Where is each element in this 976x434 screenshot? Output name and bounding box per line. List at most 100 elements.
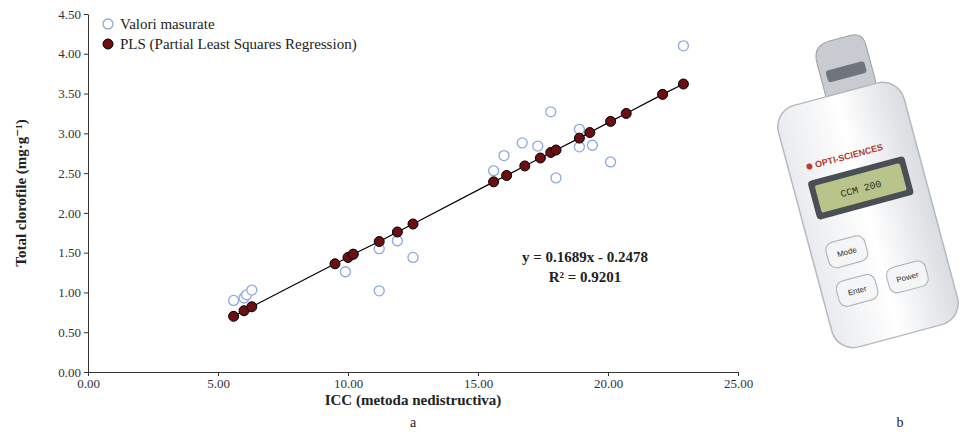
y-tick-label: 0.50 [58, 325, 81, 340]
y-tick-mark [84, 133, 88, 134]
y-tick: 3.50 [58, 86, 88, 101]
legend-label: Valori masurate [120, 16, 215, 32]
legend-marker [103, 39, 113, 49]
chart-figure: 0.00 5.00 10.00 15.00 20.00 25.00 0.00 0.50 1.00… [0, 0, 976, 434]
y-tick: 1.50 [58, 245, 88, 260]
y-tick-label: 1.50 [58, 245, 81, 260]
annotation: R² = 0.9201 [549, 269, 622, 285]
device-screen [815, 163, 907, 213]
y-tick-mark [84, 14, 88, 15]
plot-area [229, 41, 689, 321]
y-tick: 0.00 [58, 365, 88, 380]
point [330, 259, 340, 269]
x-tick: 5.00 [207, 372, 230, 391]
device-button [824, 234, 869, 269]
device-logo [806, 163, 813, 170]
point [535, 153, 545, 163]
x-tick-label: 15.00 [464, 376, 493, 391]
point [489, 177, 499, 187]
y-tick: 3.00 [58, 126, 88, 141]
point [247, 302, 257, 312]
y-tick-mark [84, 54, 88, 55]
point [229, 311, 239, 321]
annotation: y = 0.1689x - 0.2478 [522, 249, 648, 265]
x-tick-label: 10.00 [334, 376, 363, 391]
legend-item: PLS (Partial Least Squares Regression) [103, 36, 357, 53]
point [606, 116, 616, 126]
y-tick-mark [84, 372, 88, 373]
y-tick: 4.00 [58, 46, 88, 61]
device-button [834, 273, 879, 308]
series [229, 79, 689, 321]
device: OPTI-SCIENCESCCM 200ModeEnterPower [759, 26, 963, 352]
y-tick: 2.50 [58, 166, 88, 181]
y-tick-label: 4.50 [58, 7, 81, 22]
point [408, 252, 418, 262]
device-model: CCM 200 [839, 179, 882, 200]
point [348, 249, 358, 259]
point [392, 227, 402, 237]
device-button-label: Enter [847, 284, 868, 298]
y-tick: 1.00 [58, 285, 88, 300]
point [585, 128, 595, 138]
point [489, 166, 499, 176]
y-tick-label: 1.00 [58, 285, 81, 300]
x-tick: 10.00 [334, 372, 363, 391]
y-tick-label: 4.00 [58, 46, 81, 61]
point [408, 219, 418, 229]
panel-label: a [410, 415, 417, 430]
device-button-label: Mode [836, 245, 858, 259]
point [587, 140, 597, 150]
y-tick: 4.50 [58, 7, 88, 22]
x-tick-label: 5.00 [207, 376, 230, 391]
y-tick-mark [84, 94, 88, 95]
point [546, 107, 556, 117]
y-axis-title: Total clorofile (mg·g⁻¹) [13, 119, 30, 266]
point [348, 249, 358, 259]
y-tick: 0.50 [58, 325, 88, 340]
y-tick-mark [84, 173, 88, 174]
point [533, 141, 543, 151]
panel-label: b [897, 415, 904, 430]
y-tick-mark [84, 253, 88, 254]
y-axis: 0.00 0.50 1.00 1.50 2.00 2.50 3.00 3.50 4.00 4.50 [58, 7, 88, 380]
point [621, 108, 631, 118]
x-tick: 25.00 [724, 372, 753, 391]
legend-item: Valori masurate [103, 16, 215, 32]
device-body [773, 77, 963, 352]
legend-marker [103, 19, 113, 29]
point [606, 157, 616, 167]
point [340, 267, 350, 277]
y-tick-mark [84, 292, 88, 293]
point [229, 295, 239, 305]
point [499, 151, 509, 161]
x-tick-label: 25.00 [724, 376, 753, 391]
x-axis-line [89, 372, 739, 373]
point [658, 89, 668, 99]
y-tick-mark [84, 332, 88, 333]
point [374, 286, 384, 296]
line [234, 84, 684, 316]
point [574, 133, 584, 143]
x-axis: 0.005.0010.0015.0020.0025.00 [77, 372, 753, 391]
x-tick: 15.00 [464, 372, 493, 391]
device-button [885, 259, 930, 294]
point [678, 41, 688, 51]
y-axis-line [88, 15, 89, 373]
x-tick: 20.00 [594, 372, 623, 391]
device-screen-frame [807, 156, 914, 221]
point [247, 285, 257, 295]
y-tick-label: 2.50 [58, 166, 81, 181]
point [520, 161, 530, 171]
legend-label: PLS (Partial Least Squares Regression) [120, 36, 357, 53]
legend: Valori masurate PLS (Partial Least Square… [103, 16, 357, 53]
device-button-label: Power [895, 270, 920, 285]
y-tick-label: 0.00 [58, 365, 81, 380]
point [551, 145, 561, 155]
y-tick: 2.00 [58, 206, 88, 221]
x-tick-label: 20.00 [594, 376, 623, 391]
point [678, 79, 688, 89]
y-tick-label: 3.00 [58, 126, 81, 141]
y-tick-label: 3.50 [58, 86, 81, 101]
point [551, 173, 561, 183]
